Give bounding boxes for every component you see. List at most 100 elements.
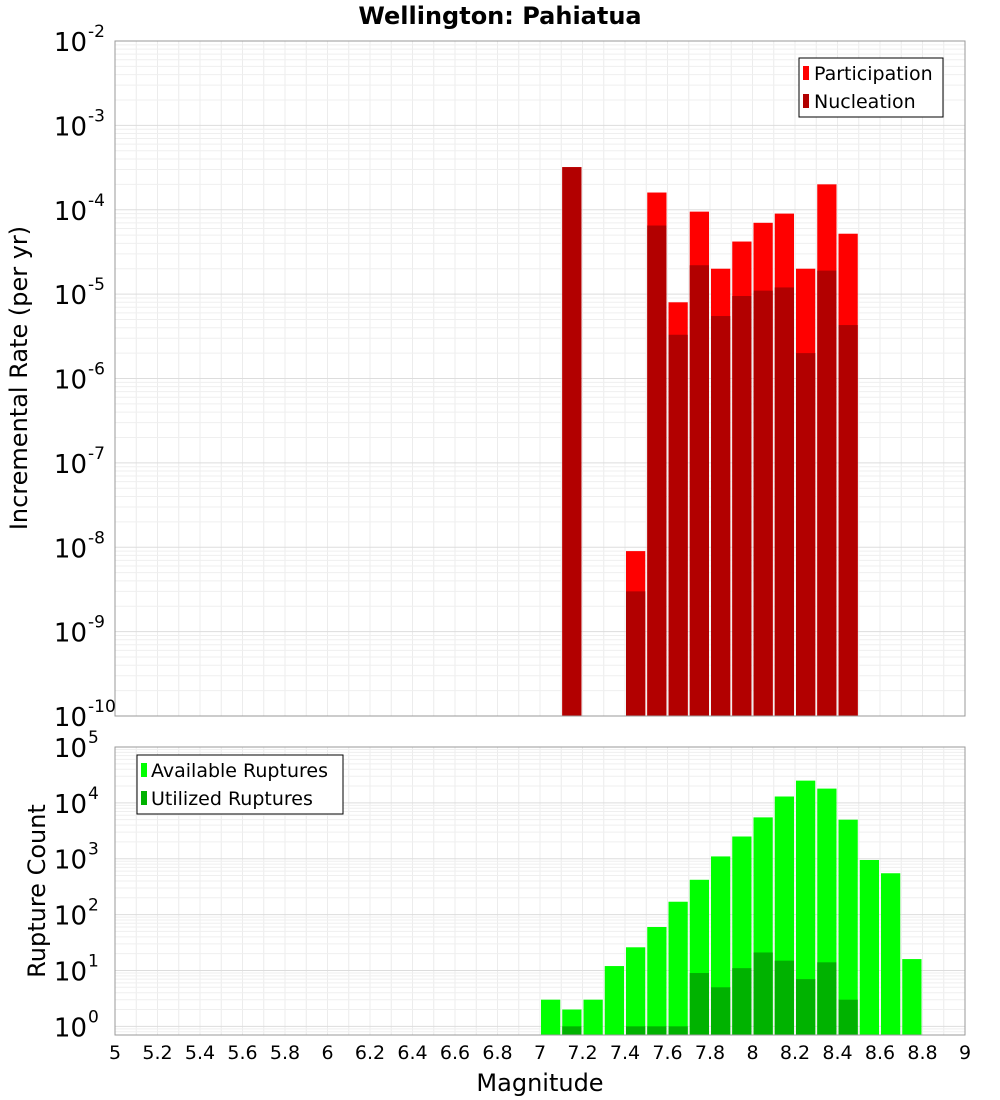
- bar-available-ruptures: [838, 819, 858, 1035]
- x-tick-label: 6: [321, 1042, 333, 1064]
- bar-available-ruptures: [541, 999, 561, 1035]
- bar-nucleation: [562, 167, 582, 716]
- y-tick-label: 10: [54, 112, 87, 142]
- y-tick-label: 10: [54, 790, 87, 820]
- legend-swatch-nucleation: [803, 94, 809, 108]
- bar-nucleation: [689, 265, 709, 716]
- x-tick-label: 8: [746, 1042, 758, 1064]
- legend-swatch-available: [141, 763, 147, 777]
- x-tick-label: 8.4: [822, 1042, 852, 1064]
- bar-utilized-ruptures: [753, 952, 773, 1035]
- bar-available-ruptures: [668, 901, 688, 1035]
- bottom-legend: Available Ruptures Utilized Ruptures: [136, 754, 344, 815]
- x-tick-label: 8.2: [780, 1042, 810, 1064]
- legend-swatch-utilized: [141, 791, 147, 805]
- y-tick-exponent: -7: [88, 444, 105, 464]
- y-tick-label: 10: [54, 281, 87, 311]
- y-tick-label: 10: [54, 534, 87, 564]
- x-tick-label: 5.4: [185, 1042, 215, 1064]
- y-tick-exponent: -8: [88, 528, 105, 548]
- bar-available-ruptures: [583, 999, 603, 1035]
- legend-label-participation: Participation: [814, 63, 933, 85]
- chart-title: Wellington: Pahiatua: [358, 2, 641, 30]
- x-tick-label: 5.2: [142, 1042, 172, 1064]
- bar-available-ruptures: [859, 859, 879, 1035]
- top-y-axis-label: Incremental Rate (per yr): [5, 226, 33, 530]
- y-tick-exponent: -6: [88, 360, 105, 380]
- y-tick-exponent: -4: [88, 191, 105, 211]
- top-plot-bars: [562, 167, 858, 717]
- bar-available-ruptures: [647, 927, 667, 1035]
- y-tick-label: 10: [54, 366, 87, 396]
- top-plot-frame: [114, 40, 966, 717]
- bottom-plot-bars: [541, 780, 922, 1035]
- x-tick-label: 8.8: [907, 1042, 937, 1064]
- y-tick-exponent: 5: [88, 728, 99, 748]
- bar-nucleation: [668, 334, 688, 716]
- legend-label-nucleation: Nucleation: [814, 91, 916, 113]
- y-tick-exponent: -9: [88, 613, 105, 633]
- x-tick-label: 6.6: [440, 1042, 470, 1064]
- bar-available-ruptures: [881, 873, 901, 1035]
- y-tick-label: 10: [54, 734, 87, 764]
- x-tick-label: 6.2: [355, 1042, 385, 1064]
- x-tick-label: 8.6: [865, 1042, 895, 1064]
- x-tick-labels: 5 5.2 5.4 5.6 5.8 6 6.2 6.4 6.6 6.8 7 7.2 7.4 7.6 7.8 8…: [109, 1042, 971, 1064]
- bar-utilized-ruptures: [711, 987, 731, 1035]
- x-tick-label: 7.8: [695, 1042, 725, 1064]
- y-tick-exponent: -3: [88, 106, 105, 126]
- y-tick-label: 10: [54, 902, 87, 932]
- bar-nucleation: [647, 225, 667, 716]
- x-tick-label: 5: [109, 1042, 121, 1064]
- y-tick-label: 10: [54, 1013, 87, 1043]
- x-tick-label: 7: [534, 1042, 546, 1064]
- bar-utilized-ruptures: [796, 979, 816, 1035]
- y-tick-exponent: 0: [88, 1007, 99, 1027]
- x-tick-label: 7.4: [610, 1042, 640, 1064]
- bar-utilized-ruptures: [668, 1026, 688, 1035]
- top-plot-grid: [114, 41, 966, 717]
- y-tick-exponent: 4: [88, 784, 99, 804]
- top-y-ticks: 10-210-310-410-510-610-710-810-910-10: [54, 22, 116, 733]
- bar-available-ruptures: [796, 780, 816, 1035]
- x-tick-label: 5.6: [227, 1042, 257, 1064]
- bar-utilized-ruptures: [562, 1026, 582, 1035]
- bar-utilized-ruptures: [647, 1026, 667, 1035]
- y-tick-exponent: 2: [88, 896, 99, 916]
- bar-utilized-ruptures: [774, 960, 794, 1035]
- y-tick-label: 10: [54, 28, 87, 58]
- bar-utilized-ruptures: [732, 968, 752, 1035]
- y-tick-exponent: 1: [88, 951, 99, 971]
- x-tick-label: 6.8: [482, 1042, 512, 1064]
- y-tick-label: 10: [54, 846, 87, 876]
- bar-available-ruptures: [604, 966, 624, 1035]
- bar-available-ruptures: [902, 959, 922, 1035]
- legend-label-available: Available Ruptures: [151, 760, 328, 782]
- bar-nucleation: [774, 287, 794, 716]
- y-tick-exponent: -10: [88, 697, 116, 717]
- y-tick-label: 10: [54, 450, 87, 480]
- x-tick-label: 7.6: [652, 1042, 682, 1064]
- y-tick-label: 10: [54, 197, 87, 227]
- x-tick-label: 6.4: [397, 1042, 427, 1064]
- bar-utilized-ruptures: [817, 962, 837, 1035]
- top-legend: Participation Nucleation: [798, 57, 944, 118]
- y-tick-exponent: -5: [88, 275, 105, 295]
- legend-swatch-participation: [803, 66, 809, 80]
- x-tick-label: 7.2: [567, 1042, 597, 1064]
- bar-nucleation: [838, 325, 858, 716]
- bar-nucleation: [711, 316, 731, 716]
- y-tick-exponent: 3: [88, 840, 99, 860]
- y-tick-label: 10: [54, 957, 87, 987]
- bar-utilized-ruptures: [626, 1026, 646, 1035]
- bottom-y-axis-label: Rupture Count: [23, 804, 51, 978]
- bar-utilized-ruptures: [689, 973, 709, 1035]
- bar-nucleation: [817, 270, 837, 716]
- legend-label-utilized: Utilized Ruptures: [151, 788, 313, 810]
- bar-nucleation: [796, 353, 816, 716]
- bar-nucleation: [626, 591, 646, 716]
- bottom-legend-box: [136, 754, 344, 815]
- y-tick-label: 10: [54, 619, 87, 649]
